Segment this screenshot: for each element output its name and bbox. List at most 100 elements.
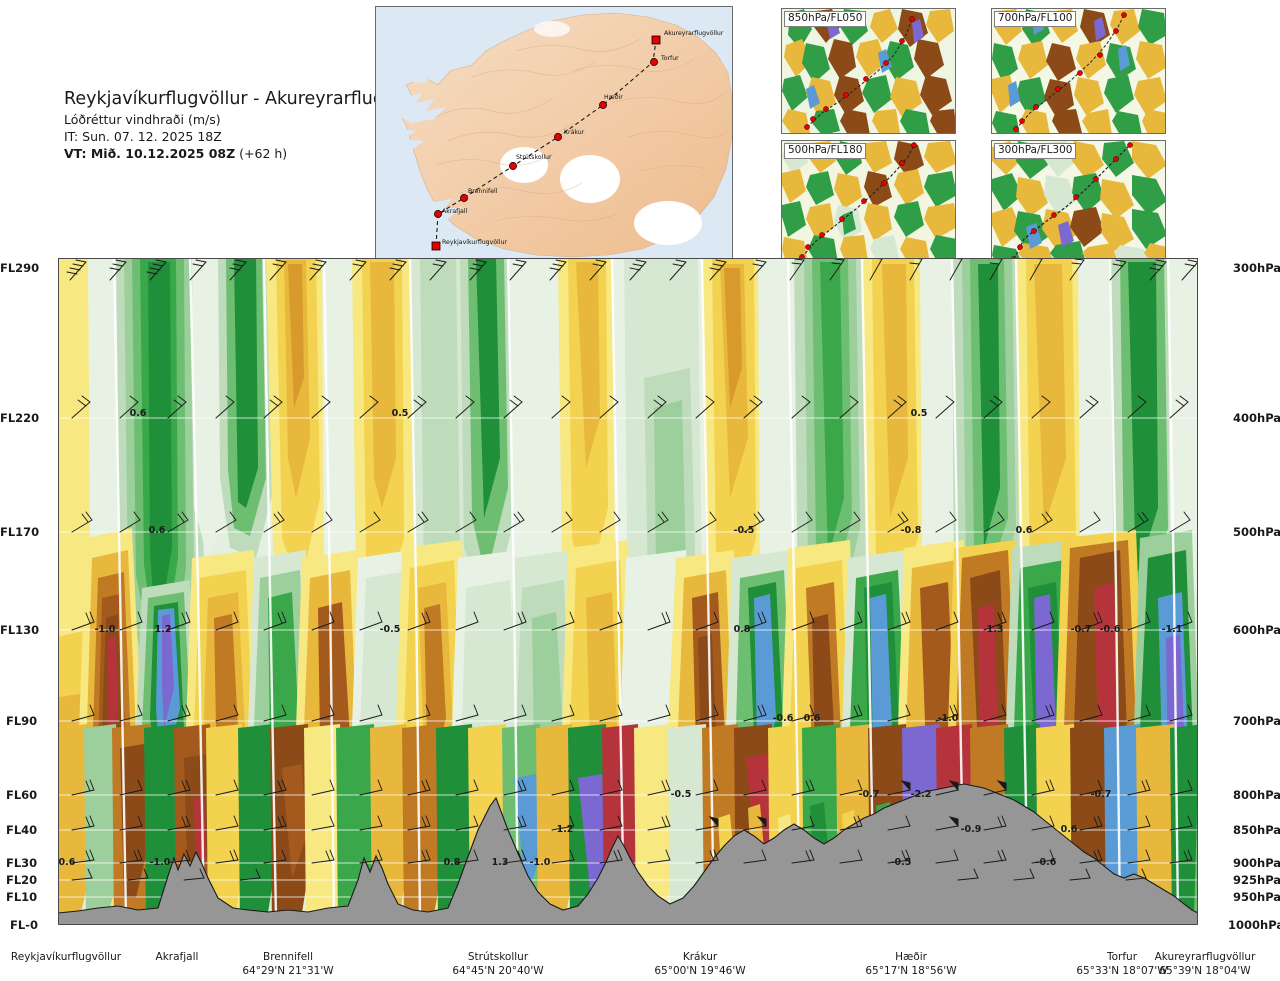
- wind-barb-row-fl40: [71, 815, 1193, 831]
- hpa-tick-950: 950hPa: [1233, 890, 1280, 904]
- wind-barb-row-fl220: [71, 395, 1189, 419]
- omega-zero-lines: [112, 258, 1180, 919]
- map-label-krakur: Krákur: [564, 128, 585, 136]
- page-subtitle: Lóðréttur vindhraði (m/s): [64, 112, 221, 128]
- station-name-5: Hæðir: [895, 951, 927, 963]
- valid-time-label: VT: Mið. 10.12.2025 08Z (+62 h): [64, 146, 394, 163]
- hpa-tick-1000: 1000hPa: [1228, 918, 1280, 932]
- contour-label-21: -0.7: [1091, 789, 1112, 800]
- cross-section-svg: 0.6 0.5 0.5 0.6 -0.5 -0.8 0.6 -1.0 1.2 -…: [58, 258, 1198, 925]
- fl-tick-fl130: FL130: [0, 623, 40, 637]
- contour-label-7: -1.0: [95, 624, 116, 635]
- panel-500-field: [782, 141, 955, 261]
- valid-time-lead: (+62 h): [239, 145, 288, 161]
- route-map-svg: Akureyrarflugvöllur Torfur Hæðir Krákur …: [376, 7, 732, 259]
- model-panel-300hpa[interactable]: 300hPa/FL300: [991, 140, 1166, 262]
- hpa-tick-700: 700hPa: [1233, 714, 1280, 728]
- panel-850-waypoints: [804, 16, 915, 130]
- contour-label-9: -0.5: [380, 624, 401, 635]
- map-fjords: [390, 65, 446, 151]
- fl-tick-fl220: FL220: [0, 411, 40, 425]
- contour-label-31: -0.6: [1036, 857, 1057, 868]
- contour-label-19: -0.7: [859, 789, 880, 800]
- contour-label-2: 0.5: [911, 408, 928, 419]
- contour-label-11: 1.3: [987, 624, 1004, 635]
- map-waypoint-haedir[interactable]: [599, 101, 607, 109]
- station-label-haedir: Hæðir 65°17'N 18°56'W: [839, 950, 983, 978]
- contour-label-29: -1.0: [530, 857, 551, 868]
- contour-label-6: 0.6: [1016, 525, 1033, 536]
- contour-label-23: -0.9: [961, 824, 982, 835]
- model-panel-850hpa[interactable]: 850hPa/FL050: [781, 8, 956, 134]
- map-glacier-west: [500, 147, 548, 183]
- contour-label-13: -0.6: [1100, 624, 1121, 635]
- valid-time-value: VT: Mið. 10.12.2025 08Z: [64, 145, 236, 161]
- contour-label-25: -0.6: [58, 857, 76, 868]
- route-map-inset[interactable]: Akureyrarflugvöllur Torfur Hæðir Krákur …: [375, 6, 733, 260]
- map-waypoint-reykjavikurflugvollur[interactable]: [431, 241, 441, 251]
- hpa-tick-500: 500hPa: [1233, 525, 1280, 539]
- station-coords-2: 64°29'N 21°31'W: [242, 965, 334, 978]
- panel-700-svg: [992, 9, 1165, 133]
- contour-label-4: -0.5: [734, 525, 755, 536]
- contour-label-27: 0.8: [444, 857, 461, 868]
- station-name-3: Strútskollur: [467, 951, 529, 963]
- map-label-akureyrarflugvollur: Akureyrarflugvöllur: [664, 30, 724, 37]
- contour-label-3: 0.6: [149, 525, 166, 536]
- terrain-profile: [58, 783, 1198, 925]
- contour-label-26: -1.0: [150, 857, 171, 868]
- hpa-tick-800: 800hPa: [1233, 788, 1280, 802]
- contour-label-8: 1.2: [155, 624, 172, 635]
- station-label-akureyrarflugvollur: Akureyrarflugvöllur 65°39'N 18°04'W: [1133, 950, 1277, 978]
- panel-700-waypoints: [1013, 12, 1127, 132]
- station-name-1: Akrafjall: [155, 951, 199, 963]
- fl-tick-fl90: FL90: [6, 714, 38, 728]
- contour-label-15: -0.6: [773, 713, 794, 724]
- station-label-torfur: Torfur 65°33'N 18°07'W: [1050, 950, 1194, 978]
- station-name-7: Akureyrarflugvöllur: [1154, 951, 1256, 963]
- map-waypoint-akureyrarflugvollur[interactable]: [651, 35, 661, 45]
- map-route-line: [435, 39, 657, 247]
- panel-700-field: [992, 9, 1165, 133]
- hpa-tick-900: 900hPa: [1233, 856, 1280, 870]
- map-waypoint-akrafjall[interactable]: [434, 210, 442, 218]
- map-glacier-vatnajokull: [634, 201, 702, 245]
- vertical-cross-section-chart[interactable]: 0.6 0.5 0.5 0.6 -0.5 -0.8 0.6 -1.0 1.2 -…: [58, 258, 1198, 925]
- contour-labels: 0.6 0.5 0.5 0.6 -0.5 -0.8 0.6 -1.0 1.2 -…: [58, 408, 1182, 868]
- station-coords-6: 65°33'N 18°07'W: [1076, 965, 1168, 978]
- panel-300-svg: [992, 141, 1165, 261]
- map-waypoint-brennifell[interactable]: [460, 194, 468, 202]
- init-time-label: IT: Sun. 07. 12. 2025 18Z: [64, 129, 222, 145]
- map-glacier-langjokull: [560, 155, 620, 203]
- panel-label-500hpa: 500hPa/FL180: [784, 143, 867, 159]
- map-label-strutskollur: Strútskollur: [516, 153, 552, 161]
- contour-label-24: 0.6: [1061, 824, 1078, 835]
- map-relief-lines: [435, 38, 729, 222]
- hpa-tick-400: 400hPa: [1233, 411, 1280, 425]
- contour-label-28: 1.3: [492, 857, 509, 868]
- contour-label-18: -0.5: [671, 789, 692, 800]
- fl-tick-fl60: FL60: [6, 788, 38, 802]
- station-coords-5: 65°17'N 18°56'W: [865, 965, 957, 978]
- hpa-tick-850: 850hPa: [1233, 823, 1280, 837]
- wind-barb-row-fl130: [71, 611, 1193, 631]
- hpa-tick-300: 300hPa: [1233, 261, 1280, 275]
- map-waypoint-torfur[interactable]: [650, 58, 658, 66]
- hpa-tick-925: 925hPa: [1233, 873, 1280, 887]
- wind-barb-row-fl170: [71, 511, 1191, 533]
- contour-label-5: -0.8: [901, 525, 922, 536]
- model-panel-700hpa[interactable]: 700hPa/FL100: [991, 8, 1166, 134]
- contour-label-17: -1.0: [938, 713, 959, 724]
- fl-tick-fl170: FL170: [0, 525, 40, 539]
- panel-850-field: [782, 9, 955, 133]
- wind-barb-row-fl20: [71, 868, 1147, 881]
- model-panel-500hpa[interactable]: 500hPa/FL180: [781, 140, 956, 262]
- panel-label-850hpa: 850hPa/FL050: [784, 11, 867, 27]
- fl-tick-fl0: FL-0: [10, 918, 38, 932]
- fl-tick-fl40: FL40: [6, 823, 38, 837]
- station-label-brennifell: Brennifell 64°29'N 21°31'W: [216, 950, 360, 978]
- map-waypoint-strutskollur[interactable]: [509, 162, 517, 170]
- map-label-haedir: Hæðir: [604, 94, 623, 101]
- map-waypoint-krakur[interactable]: [554, 133, 562, 141]
- fl-tick-fl20: FL20: [6, 873, 38, 887]
